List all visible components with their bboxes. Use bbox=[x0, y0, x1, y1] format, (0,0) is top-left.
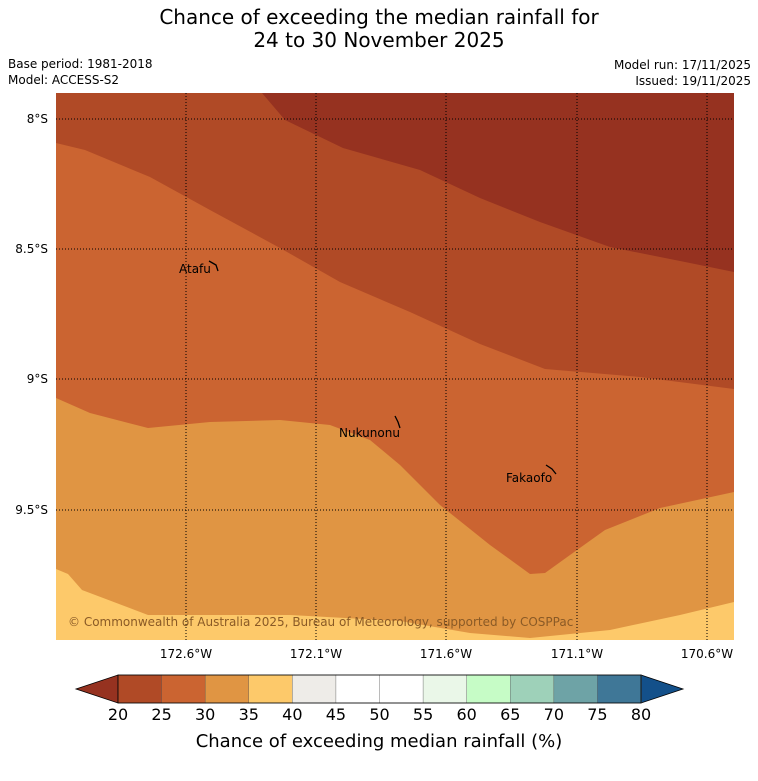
colorbar-label-20: 20 bbox=[108, 705, 128, 724]
title-line-1: Chance of exceeding the median rainfall … bbox=[159, 5, 599, 29]
colorbar-label-45: 45 bbox=[326, 705, 346, 724]
issued-date: Issued: 19/11/2025 bbox=[635, 74, 751, 88]
meta-left: Base period: 1981-2018 Model: ACCESS-S2 bbox=[8, 56, 153, 88]
colorbar-high-extend bbox=[640, 674, 685, 704]
band-35-40 bbox=[56, 569, 734, 640]
colorbar-cell-40-45 bbox=[292, 674, 337, 704]
lon-tick-4: 171.1°W bbox=[551, 647, 603, 661]
colorbar: 20 25 30 35 40 45 50 55 60 65 70 75 80 Chance of exc… bbox=[74, 674, 685, 752]
place-label-atafu: Atafu bbox=[179, 262, 211, 276]
band-30-35 bbox=[56, 398, 734, 640]
lon-tick-3: 171.6°W bbox=[420, 647, 472, 661]
colorbar-label-75: 75 bbox=[587, 705, 607, 724]
map-title: Chance of exceeding the median rainfall … bbox=[0, 6, 758, 52]
colorbar-cell-45-50 bbox=[335, 674, 381, 704]
colorbar-cell-70-75 bbox=[553, 674, 599, 704]
colorbar-label-65: 65 bbox=[500, 705, 520, 724]
colorbar-low-extend bbox=[74, 674, 119, 704]
model-run: Model run: 17/11/2025 bbox=[613, 58, 751, 72]
colorbar-cell-75-80 bbox=[597, 674, 642, 704]
title-line-2: 24 to 30 November 2025 bbox=[253, 28, 505, 52]
place-labels: Atafu Nukunonu Fakaofo bbox=[179, 262, 552, 485]
rainfall-map bbox=[56, 93, 734, 640]
place-label-nukunonu: Nukunonu bbox=[339, 426, 400, 440]
colorbar-label-60: 60 bbox=[456, 705, 476, 724]
colorbar-label-70: 70 bbox=[544, 705, 564, 724]
colorbar-labels: 20 25 30 35 40 45 50 55 60 65 70 75 80 bbox=[108, 705, 651, 724]
colorbar-label-30: 30 bbox=[195, 705, 215, 724]
colorbar-label-80: 80 bbox=[631, 705, 651, 724]
atoll-outlines bbox=[208, 260, 557, 475]
lon-tick-labels: 172.6°W 172.1°W 171.6°W 171.1°W 170.6°W bbox=[160, 647, 733, 661]
gridlines bbox=[56, 93, 734, 640]
model-name: Model: ACCESS-S2 bbox=[8, 73, 120, 87]
lat-tick-labels: 8°S 8.5°S 9°S 9.5°S bbox=[15, 112, 48, 517]
colorbar-cell-55-60 bbox=[422, 674, 468, 704]
colorbar-title: Chance of exceeding median rainfall (%) bbox=[196, 731, 563, 752]
colorbar-frame bbox=[117, 674, 642, 704]
lat-tick-3: 9°S bbox=[27, 372, 48, 386]
atoll-nukunonu-outline bbox=[394, 415, 401, 429]
base-period: Base period: 1981-2018 bbox=[8, 57, 153, 71]
colorbar-cell-60-65 bbox=[466, 674, 511, 704]
copyright-notice: © Commonwealth of Australia 2025, Bureau… bbox=[68, 615, 573, 629]
lon-tick-5: 170.6°W bbox=[681, 647, 733, 661]
colorbar-label-25: 25 bbox=[151, 705, 171, 724]
place-label-fakaofo: Fakaofo bbox=[506, 471, 552, 485]
lat-tick-4: 9.5°S bbox=[15, 503, 48, 517]
colorbar-cell-20-25 bbox=[117, 674, 163, 704]
colorbar-cell-50-55 bbox=[379, 674, 424, 704]
colorbar-label-50: 50 bbox=[369, 705, 389, 724]
colorbar-label-40: 40 bbox=[282, 705, 302, 724]
lat-tick-2: 8.5°S bbox=[15, 242, 48, 256]
colorbar-cell-65-70 bbox=[510, 674, 555, 704]
lon-tick-1: 172.6°W bbox=[160, 647, 212, 661]
colorbar-cells bbox=[117, 674, 642, 704]
atoll-fakaofo-outline bbox=[545, 464, 557, 475]
colorbar-label-55: 55 bbox=[413, 705, 433, 724]
colorbar-label-35: 35 bbox=[239, 705, 259, 724]
meta-right: Model run: 17/11/2025 Issued: 19/11/2025 bbox=[614, 57, 751, 89]
lat-tick-1: 8°S bbox=[27, 112, 48, 126]
colorbar-cell-25-30 bbox=[161, 674, 206, 704]
colorbar-cell-35-40 bbox=[248, 674, 294, 704]
lon-tick-2: 172.1°W bbox=[290, 647, 342, 661]
colorbar-cell-30-35 bbox=[204, 674, 250, 704]
atoll-atafu-outline bbox=[208, 260, 219, 272]
